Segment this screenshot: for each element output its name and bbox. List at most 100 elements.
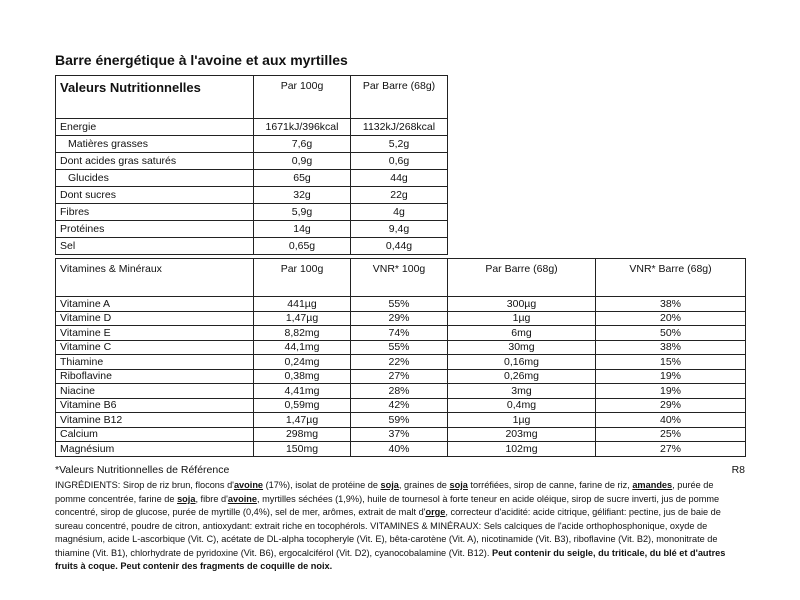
cell: 0,24mg (253, 354, 351, 370)
cell: 44g (350, 169, 448, 187)
warning: Peut contenir du seigle, du triticale, d… (55, 547, 726, 572)
cell: 50% (595, 325, 746, 341)
cell: 20% (595, 310, 746, 326)
cell: 29% (595, 397, 746, 413)
row: Magnésium 150mg 40% 102mg 27% (55, 441, 746, 457)
cell: Vitamines & Minéraux (55, 258, 254, 297)
row: Sel 0,65g 0,44g (55, 237, 448, 255)
cell: 9,4g (350, 220, 448, 238)
cell: 44,1mg (253, 339, 351, 355)
row: Fibres 5,9g 4g (55, 203, 448, 221)
cell: 0,59mg (253, 397, 351, 413)
cell: 1132kJ/268kcal (350, 118, 448, 136)
header-row: Valeurs Nutritionnelles Par 100g Par Barre… (55, 75, 448, 119)
cell: Sel (55, 237, 254, 255)
cell: 40% (595, 412, 746, 428)
cell: 19% (595, 368, 746, 384)
cell: 102mg (447, 441, 596, 457)
cell: Matières grasses (55, 135, 254, 153)
cell: 1µg (447, 412, 596, 428)
cell: 29% (350, 310, 448, 326)
text: , purée de pomme concentrée, farine de (55, 480, 714, 504)
cell: 0,44g (350, 237, 448, 255)
cell: 0,65g (253, 237, 351, 255)
allergen: avoine (233, 480, 264, 490)
cell: 0,16mg (447, 354, 596, 370)
cell: 1,47µg (253, 310, 351, 326)
row: Riboflavine 0,38mg 27% 0,26mg 19% (55, 368, 746, 384)
cell: Calcium (55, 426, 254, 442)
cell: Dont acides gras saturés (55, 152, 254, 170)
cell: 8,82mg (253, 325, 351, 341)
row: Vitamine A 441µg 55% 300µg 38% (55, 296, 746, 312)
cell: Protéines (55, 220, 254, 238)
cell: 30mg (447, 339, 596, 355)
title: Barre énergétique à l'avoine et aux myrt… (55, 52, 348, 68)
row: Vitamine E 8,82mg 74% 6mg 50% (55, 325, 746, 341)
text: INGRÉDIENTS: Sirop de riz brun, flocons … (55, 480, 234, 490)
cell: 150mg (253, 441, 351, 457)
cell: 27% (595, 441, 746, 457)
row: Vitamine B12 1,47µg 59% 1µg 40% (55, 412, 746, 428)
cell: 38% (595, 339, 746, 355)
allergen: avoine (227, 493, 257, 504)
cell: Par Barre (68g) (447, 258, 596, 297)
row: Dont acides gras saturés 0,9g 0,6g (55, 152, 448, 170)
cell: 19% (595, 383, 746, 399)
cell: 55% (350, 296, 448, 312)
text: , fibre d' (195, 493, 228, 504)
cell: 0,9g (253, 152, 351, 170)
header-row: Vitamines & Minéraux Par 100g VNR* 100g Par… (55, 258, 746, 297)
cell: 40% (350, 441, 448, 457)
cell: Glucides (55, 169, 254, 187)
cell: 4g (350, 203, 448, 221)
cell: Valeurs Nutritionnelles (55, 75, 254, 119)
allergen: amandes (632, 480, 673, 490)
cell: 15% (595, 354, 746, 370)
row: Dont sucres 32g 22g (55, 186, 448, 204)
cell: Vitamine B12 (55, 412, 254, 428)
cell: Niacine (55, 383, 254, 399)
cell: 4,41mg (253, 383, 351, 399)
cell: 0,38mg (253, 368, 351, 384)
cell: 0,4mg (447, 397, 596, 413)
cell: 1,47µg (253, 412, 351, 428)
cell: Magnésium (55, 441, 254, 457)
cell: 32g (253, 186, 351, 204)
cell: 0,6g (350, 152, 448, 170)
cell: 3mg (447, 383, 596, 399)
row: Protéines 14g 9,4g (55, 220, 448, 238)
cell: 27% (350, 368, 448, 384)
cell: Par 100g (253, 258, 351, 297)
cell: 5,2g (350, 135, 448, 153)
cell: 22% (350, 354, 448, 370)
row: Matières grasses 7,6g 5,2g (55, 135, 448, 153)
ingredients: INGRÉDIENTS: Sirop de riz brun, flocons … (55, 479, 745, 574)
cell: 1µg (447, 310, 596, 326)
cell: Fibres (55, 203, 254, 221)
cell: VNR* Barre (68g) (595, 258, 746, 297)
row: Calcium 298mg 37% 203mg 25% (55, 426, 746, 442)
cell: 65g (253, 169, 351, 187)
cell: 0,26mg (447, 368, 596, 384)
nutrition-table: Valeurs Nutritionnelles Par 100g Par Barre… (55, 75, 448, 255)
row: Glucides 65g 44g (55, 169, 448, 187)
cell: 55% (350, 339, 448, 355)
cell: 300µg (447, 296, 596, 312)
cell: 25% (595, 426, 746, 442)
text: , correcteur d'acidité: acide citrique, … (55, 507, 721, 558)
text: , myrtilles séchées (1,9%), huile de tou… (55, 493, 720, 518)
allergen: soja (380, 480, 399, 490)
text: (17%), isolat de protéine de (263, 480, 381, 490)
cell: Vitamine E (55, 325, 254, 341)
cell: 441µg (253, 296, 351, 312)
cell: Par Barre (68g) (350, 75, 448, 119)
cell: 22g (350, 186, 448, 204)
text: , graines de (398, 480, 450, 490)
cell: 38% (595, 296, 746, 312)
footnote: *Valeurs Nutritionnelles de Référence (55, 464, 230, 476)
row: Vitamine B6 0,59mg 42% 0,4mg 29% (55, 397, 746, 413)
cell: 59% (350, 412, 448, 428)
text: torréfiées, sirop de canne, farine de ri… (467, 480, 633, 490)
